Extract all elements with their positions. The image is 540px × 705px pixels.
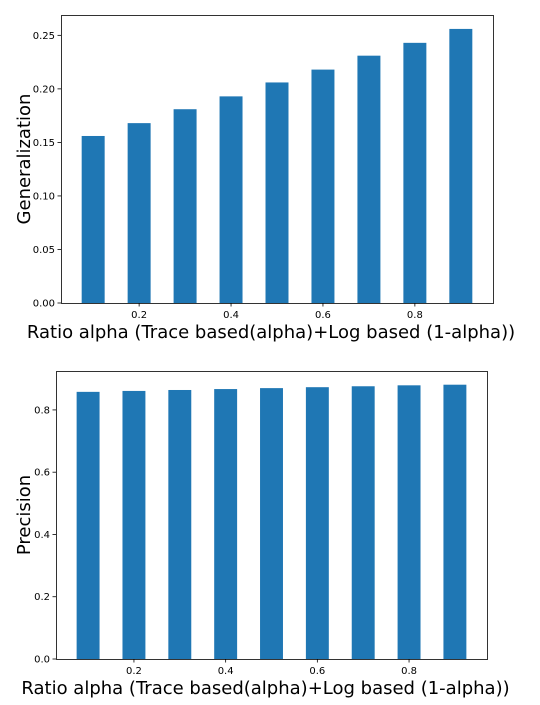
bar <box>122 390 146 659</box>
y-tick-label: 0.05 <box>33 245 55 256</box>
y-tick-label: 0.8 <box>34 405 50 416</box>
x-tick-label: 0.6 <box>315 310 331 321</box>
bar <box>265 82 289 303</box>
y-tick-label: 0.00 <box>33 299 55 310</box>
y-tick-label: 0.0 <box>34 655 50 666</box>
plot-frame <box>61 15 494 304</box>
bar <box>449 28 473 303</box>
bar <box>76 391 100 659</box>
bar <box>214 389 238 659</box>
x-tick-label: 0.2 <box>131 310 147 321</box>
x-axis-label: Ratio alpha (Trace based(alpha)+Log base… <box>21 678 509 699</box>
x-tick-label: 0.8 <box>401 666 417 677</box>
plot-frame <box>56 371 488 660</box>
y-tick-label: 0.6 <box>34 468 50 479</box>
y-tick-label: 0.10 <box>33 191 55 202</box>
bar <box>397 385 421 659</box>
x-tick-label: 0.8 <box>407 310 423 321</box>
x-tick-label: 0.4 <box>218 666 234 677</box>
y-tick-label: 0.20 <box>33 84 55 95</box>
y-tick-label: 0.15 <box>33 138 55 149</box>
chart-0: 0.2 0.4 0.6 0.8 0.00 0.05 0.10 0.15 0.20 0.25 Rati… <box>14 15 515 343</box>
y-tick-label: 0.2 <box>34 592 50 603</box>
bar <box>305 387 329 659</box>
y-tick-label: 0.4 <box>34 530 50 541</box>
x-axis-label: Ratio alpha (Trace based(alpha)+Log base… <box>27 322 515 343</box>
bar <box>219 96 243 304</box>
bar <box>260 388 283 659</box>
y-axis-label: Precision <box>14 475 35 555</box>
bar <box>311 69 335 303</box>
bar <box>81 135 105 303</box>
x-tick-label: 0.6 <box>309 666 325 677</box>
bar <box>168 389 192 659</box>
x-tick-label: 0.2 <box>126 666 142 677</box>
bar <box>403 42 427 304</box>
bar <box>173 109 197 303</box>
bar <box>443 384 467 659</box>
x-tick-label: 0.4 <box>223 310 239 321</box>
y-tick-label: 0.25 <box>33 31 55 42</box>
y-axis-label: Generalization <box>14 94 35 225</box>
bar <box>127 123 151 303</box>
bar <box>357 55 381 304</box>
bar <box>351 386 375 659</box>
